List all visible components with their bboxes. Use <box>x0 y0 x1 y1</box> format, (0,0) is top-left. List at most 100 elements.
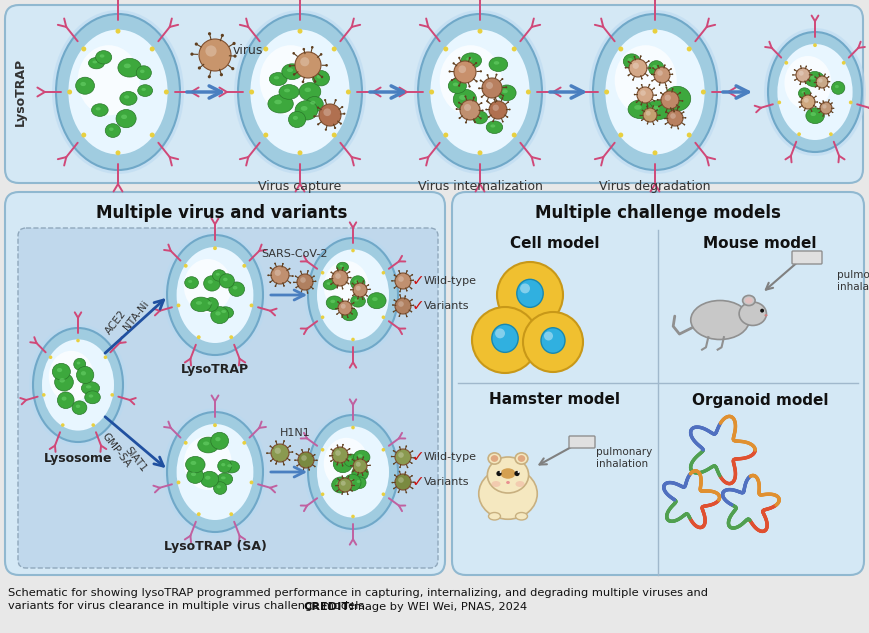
Ellipse shape <box>767 32 861 152</box>
Ellipse shape <box>49 356 52 359</box>
Ellipse shape <box>488 453 501 464</box>
Ellipse shape <box>656 99 658 101</box>
Ellipse shape <box>219 273 234 288</box>
Ellipse shape <box>353 459 367 473</box>
Ellipse shape <box>323 438 368 489</box>
Ellipse shape <box>176 480 180 484</box>
Ellipse shape <box>784 61 787 65</box>
Ellipse shape <box>633 94 634 96</box>
Ellipse shape <box>410 462 412 464</box>
Text: Lysosome: Lysosome <box>43 452 112 465</box>
Ellipse shape <box>659 115 660 116</box>
Ellipse shape <box>338 301 352 315</box>
Ellipse shape <box>319 104 341 126</box>
Ellipse shape <box>805 108 824 123</box>
Ellipse shape <box>543 332 553 341</box>
Ellipse shape <box>393 487 395 489</box>
Ellipse shape <box>501 97 503 99</box>
Ellipse shape <box>458 57 460 59</box>
Ellipse shape <box>221 477 225 479</box>
Ellipse shape <box>642 108 656 122</box>
Ellipse shape <box>468 57 470 59</box>
Ellipse shape <box>335 450 341 456</box>
Ellipse shape <box>331 132 336 137</box>
Ellipse shape <box>335 491 337 492</box>
Ellipse shape <box>492 120 494 122</box>
Ellipse shape <box>295 453 297 454</box>
Ellipse shape <box>341 493 342 495</box>
Ellipse shape <box>229 282 244 296</box>
Ellipse shape <box>505 86 507 88</box>
Ellipse shape <box>77 45 140 115</box>
Ellipse shape <box>517 455 525 462</box>
Ellipse shape <box>406 316 408 317</box>
Ellipse shape <box>142 88 146 91</box>
Ellipse shape <box>406 270 408 272</box>
Ellipse shape <box>479 117 481 120</box>
Ellipse shape <box>682 111 684 113</box>
Ellipse shape <box>677 128 679 130</box>
Ellipse shape <box>501 95 503 97</box>
Ellipse shape <box>488 101 507 119</box>
Ellipse shape <box>202 441 209 446</box>
Ellipse shape <box>490 455 498 462</box>
Ellipse shape <box>414 10 546 174</box>
Ellipse shape <box>493 61 499 65</box>
Ellipse shape <box>475 115 481 118</box>
Ellipse shape <box>356 480 360 483</box>
Ellipse shape <box>283 89 289 92</box>
Ellipse shape <box>69 30 168 154</box>
Ellipse shape <box>124 95 129 99</box>
Ellipse shape <box>412 280 414 281</box>
Ellipse shape <box>392 311 394 313</box>
Ellipse shape <box>381 271 385 275</box>
Ellipse shape <box>49 351 94 402</box>
Ellipse shape <box>816 101 817 103</box>
Ellipse shape <box>656 65 658 66</box>
Ellipse shape <box>398 301 403 307</box>
Ellipse shape <box>818 112 819 113</box>
Ellipse shape <box>347 494 348 495</box>
Ellipse shape <box>501 78 503 80</box>
Ellipse shape <box>671 73 673 75</box>
Ellipse shape <box>356 456 358 458</box>
Ellipse shape <box>390 456 392 457</box>
Ellipse shape <box>525 89 530 94</box>
Ellipse shape <box>819 102 831 114</box>
FancyBboxPatch shape <box>5 5 862 183</box>
Ellipse shape <box>639 55 640 57</box>
Text: NTA-Ni: NTA-Ni <box>122 299 150 333</box>
Ellipse shape <box>105 123 120 137</box>
Ellipse shape <box>669 108 671 109</box>
Ellipse shape <box>356 298 358 299</box>
Ellipse shape <box>341 106 343 108</box>
Ellipse shape <box>341 316 342 318</box>
Ellipse shape <box>197 437 218 453</box>
Ellipse shape <box>450 79 453 81</box>
Ellipse shape <box>320 53 322 56</box>
Ellipse shape <box>123 63 130 68</box>
Ellipse shape <box>301 455 307 461</box>
Ellipse shape <box>310 101 315 104</box>
Ellipse shape <box>210 306 229 323</box>
Ellipse shape <box>208 75 210 78</box>
Ellipse shape <box>295 52 321 78</box>
Ellipse shape <box>267 275 269 276</box>
Ellipse shape <box>295 287 296 288</box>
Ellipse shape <box>813 82 814 83</box>
Ellipse shape <box>213 246 216 250</box>
Ellipse shape <box>289 282 291 284</box>
Ellipse shape <box>342 267 343 268</box>
Ellipse shape <box>664 111 666 113</box>
Ellipse shape <box>818 78 822 82</box>
Ellipse shape <box>350 276 364 290</box>
Ellipse shape <box>393 463 395 465</box>
Ellipse shape <box>337 478 338 480</box>
Ellipse shape <box>369 465 370 466</box>
Ellipse shape <box>355 462 361 467</box>
Ellipse shape <box>300 270 302 272</box>
Ellipse shape <box>605 30 704 154</box>
Ellipse shape <box>486 74 488 76</box>
Ellipse shape <box>29 324 127 446</box>
Ellipse shape <box>648 84 649 85</box>
